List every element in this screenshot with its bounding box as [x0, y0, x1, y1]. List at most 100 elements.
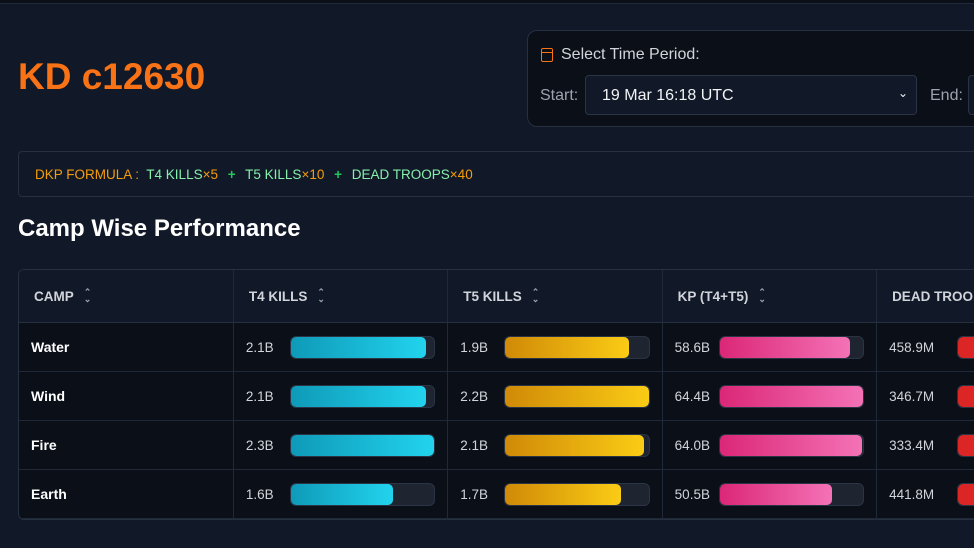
t4-value: 2.1B	[245, 339, 274, 355]
start-label: Start:	[540, 87, 579, 104]
kp-bar-fill	[719, 483, 832, 505]
t5-value: 2.2B	[460, 388, 489, 404]
kp-value: 64.0B	[674, 437, 710, 453]
dead-value: 458.9M	[889, 339, 935, 355]
t4-value: 1.6B	[245, 486, 274, 502]
cell-camp: Earth	[19, 470, 234, 518]
cell-kp: 58.6B	[663, 323, 878, 371]
t5-bar	[504, 384, 650, 408]
dead-bar-fill	[958, 483, 974, 505]
cell-t5: 2.1B	[448, 421, 663, 469]
calendar-icon	[541, 48, 553, 62]
cell-camp: Wind	[19, 372, 234, 420]
kp-bar	[718, 433, 865, 457]
end-select[interactable]	[968, 75, 974, 115]
plus: +	[227, 167, 236, 182]
cell-t4: 1.6B	[234, 470, 449, 518]
t4-bar-fill	[290, 483, 393, 505]
t5-bar-fill	[505, 434, 645, 456]
dead-bar	[957, 433, 974, 457]
table-row: Earth 1.6B 1.7B 50.5B 441.8M	[19, 470, 974, 519]
sort-icon: ⌃ ⌄	[758, 287, 766, 304]
t4-bar	[289, 433, 436, 457]
formula-dead-mult: ×40	[449, 167, 473, 182]
t5-bar-fill	[505, 483, 622, 505]
cell-dead: 346.7M	[877, 372, 974, 420]
t4-bar-fill	[290, 385, 426, 407]
formula-t5: T5 KILLS	[245, 167, 302, 182]
cell-t5: 1.9B	[448, 323, 663, 371]
period-label: Select Time Period:	[561, 46, 700, 63]
kp-value: 64.4B	[674, 388, 710, 404]
kp-bar-fill	[719, 434, 862, 456]
cell-camp: Fire	[19, 421, 234, 469]
cell-t5: 2.2B	[448, 372, 663, 420]
camp-name: Wind	[31, 388, 66, 404]
cell-kp: 50.5B	[663, 470, 878, 518]
sort-icon: ⌃ ⌄	[317, 287, 325, 304]
table-row: Fire 2.3B 2.1B 64.0B 333.4M	[19, 421, 974, 470]
cell-kp: 64.4B	[663, 372, 878, 420]
page-title: KD c12630	[18, 56, 206, 97]
t4-bar	[289, 482, 436, 506]
t4-value: 2.3B	[245, 437, 274, 453]
t5-bar	[504, 482, 650, 506]
dead-bar	[957, 335, 974, 359]
header-label: CAMP	[34, 288, 74, 304]
dead-bar-fill	[958, 434, 974, 456]
kp-value: 50.5B	[674, 486, 710, 502]
formula-t5-mult: ×10	[301, 167, 325, 182]
t4-bar	[289, 384, 436, 408]
kp-bar	[718, 482, 865, 506]
table-header: CAMP ⌃ ⌄ T4 KILLS ⌃ ⌄ T5 KILLS ⌃ ⌄ KP (T4+T5) ⌃…	[19, 270, 974, 323]
formula-dead: DEAD TROOPS	[351, 167, 450, 182]
header-t5[interactable]: T5 KILLS ⌃ ⌄	[448, 270, 663, 322]
t5-value: 2.1B	[460, 437, 489, 453]
header-t4[interactable]: T4 KILLS ⌃ ⌄	[234, 270, 449, 322]
start-value: 19 Mar 16:18 UTC	[602, 87, 734, 104]
table-row: Wind 2.1B 2.2B 64.4B 346.7M	[19, 372, 974, 421]
dead-value: 346.7M	[889, 388, 935, 404]
header-label: T5 KILLS	[463, 288, 522, 304]
cell-dead: 333.4M	[877, 421, 974, 469]
end-label: End:	[930, 87, 963, 104]
cell-camp: Water	[19, 323, 234, 371]
camp-table: CAMP ⌃ ⌄ T4 KILLS ⌃ ⌄ T5 KILLS ⌃ ⌄ KP (T4+T5) ⌃…	[18, 269, 974, 520]
header-label: T4 KILLS	[248, 288, 308, 304]
camp-name: Water	[31, 339, 70, 355]
formula-t4: T4 KILLS	[146, 167, 203, 182]
cell-t4: 2.1B	[234, 372, 449, 420]
dkp-formula: DKP FORMULA : T4 KILLS×5 + T5 KILLS×10 +…	[18, 151, 974, 197]
header-label: KP (T4+T5)	[677, 288, 749, 304]
dead-value: 333.4M	[889, 437, 935, 453]
dead-bar-fill	[958, 336, 974, 358]
t5-bar-fill	[505, 385, 649, 407]
dead-bar-fill	[958, 385, 974, 407]
formula-label: DKP FORMULA :	[35, 167, 140, 182]
header-dead[interactable]: DEAD TROO	[877, 270, 974, 322]
header-camp[interactable]: CAMP ⌃ ⌄	[19, 270, 234, 322]
header-kp[interactable]: KP (T4+T5) ⌃ ⌄	[663, 270, 878, 322]
start-select[interactable]: 19 Mar 16:18 UTC ⌄	[585, 75, 917, 115]
dead-bar	[957, 384, 974, 408]
chevron-down-icon: ⌄	[897, 86, 908, 100]
cell-kp: 64.0B	[663, 421, 878, 469]
sort-icon: ⌃ ⌄	[531, 287, 540, 304]
kp-bar	[718, 335, 865, 359]
kp-bar-fill	[719, 336, 851, 358]
kp-bar-fill	[719, 385, 864, 407]
top-bar	[0, 0, 974, 4]
camp-name: Earth	[31, 486, 67, 502]
t4-bar-fill	[290, 434, 435, 456]
sort-icon: ⌃ ⌄	[83, 287, 92, 304]
cell-dead: 458.9M	[877, 323, 974, 371]
table-row: Water 2.1B 1.9B 58.6B 458.9M	[19, 323, 974, 372]
header-label: DEAD TROO	[892, 288, 974, 304]
t5-bar-fill	[505, 336, 629, 358]
formula-t4-mult: ×5	[202, 167, 218, 182]
kp-value: 58.6B	[674, 339, 710, 355]
t5-value: 1.7B	[460, 486, 489, 502]
t5-value: 1.9B	[460, 339, 489, 355]
section-title: Camp Wise Performance	[18, 215, 301, 242]
dead-value: 441.8M	[889, 486, 935, 502]
